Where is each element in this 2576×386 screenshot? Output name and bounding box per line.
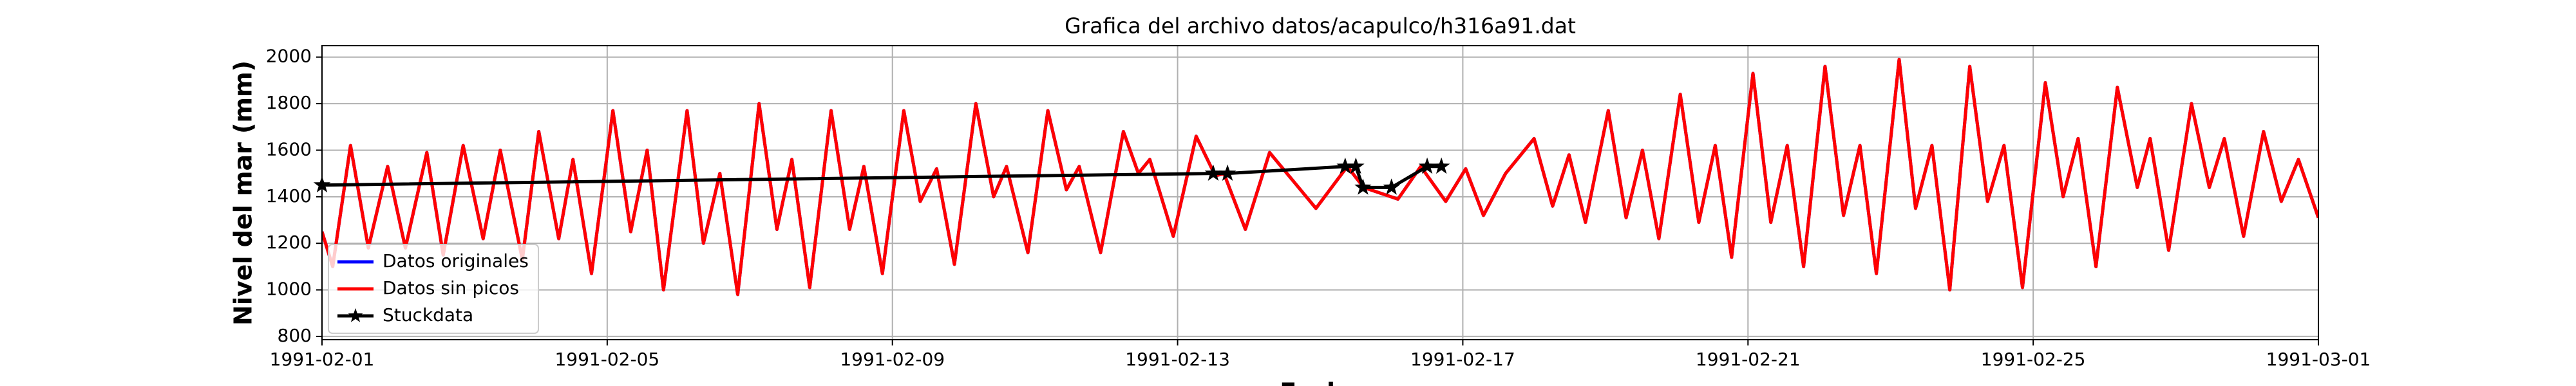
- y-tick-label: 1200: [266, 232, 312, 253]
- y-tick-label: 800: [278, 325, 312, 346]
- chart-title: Grafica del archivo datos/acapulco/h316a…: [1065, 14, 1576, 39]
- series-marker: [1218, 164, 1236, 181]
- y-tick-label: 1000: [266, 279, 312, 300]
- y-tick-label: 1600: [266, 138, 312, 160]
- x-tick-label: 1991-02-13: [1125, 349, 1230, 370]
- series-marker: [1336, 157, 1354, 174]
- x-tick-label: 1991-03-01: [2266, 349, 2371, 370]
- x-tick-label: 1991-02-17: [1410, 349, 1515, 370]
- series-marker: [1347, 157, 1365, 174]
- series-marker: [1354, 178, 1372, 195]
- y-tick-label: 1400: [266, 185, 312, 207]
- x-tick-label: 1991-02-25: [1981, 349, 2086, 370]
- x-tick-label: 1991-02-09: [840, 349, 945, 370]
- x-tick-label: 1991-02-21: [1696, 349, 1801, 370]
- series-marker: [1383, 178, 1400, 195]
- y-tick-label: 2000: [266, 46, 312, 67]
- y-tick-label: 1800: [266, 92, 312, 113]
- legend-label: Datos originales: [383, 250, 529, 271]
- series-marker: [1432, 157, 1450, 174]
- legend-marker: [348, 308, 363, 322]
- legend-label: Stuckdata: [383, 304, 473, 326]
- x-tick-label: 1991-02-05: [554, 349, 659, 370]
- series-line: [322, 57, 2318, 297]
- legend: Datos originales Datos sin picos Stuckdata: [328, 244, 539, 334]
- plot-frame: [321, 45, 2319, 340]
- legend-label: Datos sin picos: [383, 277, 519, 299]
- series-marker: [1204, 164, 1222, 181]
- x-tick-label: 1991-02-01: [270, 349, 375, 370]
- legend-box: [328, 244, 539, 334]
- y-axis-label: Nivel del mar (mm): [229, 60, 258, 326]
- series-marker: [1418, 157, 1436, 174]
- x-axis-label: Fecha: [1280, 378, 1360, 386]
